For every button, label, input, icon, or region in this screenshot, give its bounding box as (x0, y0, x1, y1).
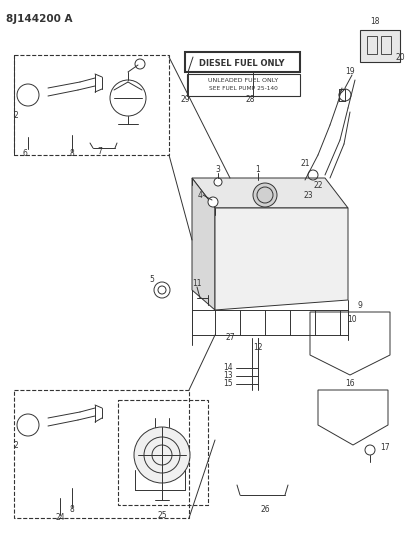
Circle shape (208, 197, 218, 207)
Text: 8J144200 A: 8J144200 A (6, 14, 72, 24)
Text: 18: 18 (370, 18, 380, 27)
Text: 29: 29 (180, 95, 190, 104)
Polygon shape (215, 208, 348, 310)
Circle shape (365, 445, 375, 455)
Text: UNLEADED FUEL ONLY: UNLEADED FUEL ONLY (208, 77, 278, 83)
Text: 27: 27 (225, 334, 235, 343)
Circle shape (253, 183, 277, 207)
Bar (381, 36, 391, 54)
Circle shape (214, 178, 222, 186)
Text: SEE FUEL PUMP 25-140: SEE FUEL PUMP 25-140 (208, 85, 278, 91)
Text: 23: 23 (303, 190, 313, 199)
Bar (185, 52, 300, 72)
Text: 22: 22 (313, 181, 323, 190)
Text: 21: 21 (300, 158, 310, 167)
Text: DIESEL FUEL ONLY: DIESEL FUEL ONLY (199, 59, 285, 68)
Text: 17: 17 (380, 443, 390, 453)
Text: 26: 26 (260, 505, 270, 514)
Text: 11: 11 (192, 279, 202, 287)
Text: 13: 13 (223, 372, 233, 381)
Text: 16: 16 (345, 378, 355, 387)
Text: 8: 8 (70, 505, 74, 514)
Text: 12: 12 (253, 343, 263, 352)
Text: 3: 3 (216, 166, 221, 174)
Text: 10: 10 (347, 316, 357, 325)
Polygon shape (192, 178, 348, 208)
Polygon shape (192, 178, 215, 310)
Text: 15: 15 (223, 379, 233, 389)
Text: 5: 5 (149, 276, 154, 285)
Text: 14: 14 (223, 364, 233, 373)
Bar (187, 74, 300, 96)
Bar (367, 36, 377, 54)
Text: 24: 24 (55, 513, 65, 522)
Text: 6: 6 (22, 149, 27, 157)
Text: 2: 2 (13, 440, 18, 449)
Text: 7: 7 (98, 148, 103, 157)
Text: 1: 1 (256, 166, 260, 174)
Bar (14, 55, 169, 155)
Bar (14, 390, 189, 518)
Text: 2: 2 (13, 110, 18, 119)
Text: 20: 20 (395, 53, 405, 62)
Text: 19: 19 (345, 68, 355, 77)
Circle shape (134, 427, 190, 483)
Text: 8: 8 (70, 149, 74, 158)
Text: 9: 9 (358, 301, 363, 310)
Bar (360, 30, 400, 62)
Text: 4: 4 (197, 190, 202, 199)
Bar (118, 400, 208, 505)
Text: 28: 28 (245, 95, 255, 104)
Text: 25: 25 (157, 511, 167, 520)
